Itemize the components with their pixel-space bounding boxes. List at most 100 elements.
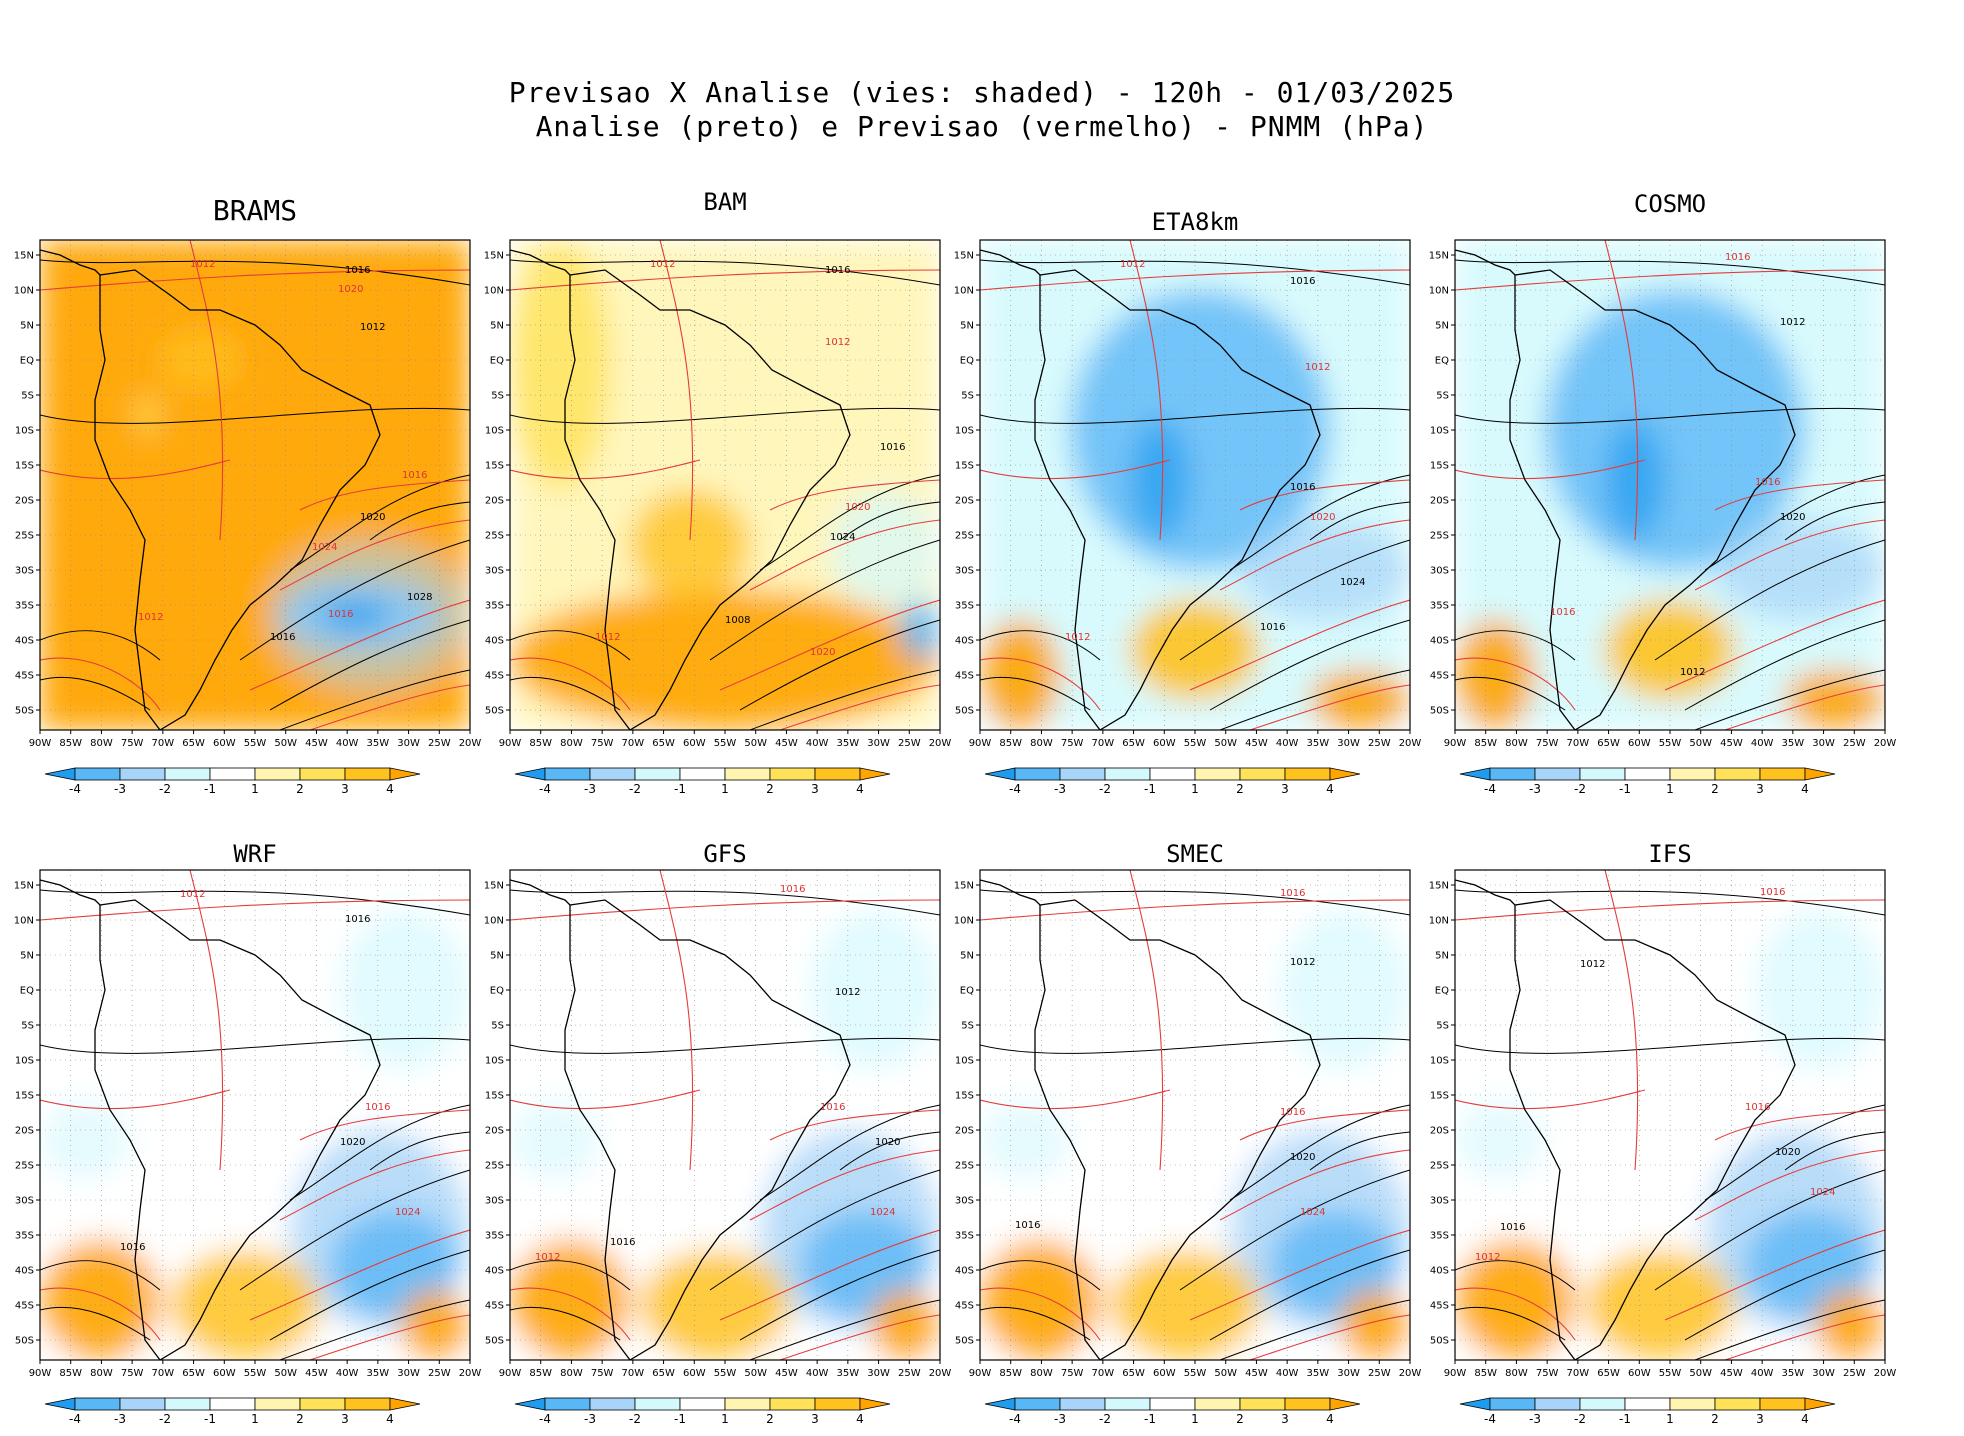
forecast-isobar [1239, 479, 1410, 511]
forecast-isobar [1455, 1287, 1576, 1341]
colorbar-label: 4 [1326, 1412, 1334, 1426]
colorbar-label: 1 [1191, 1412, 1199, 1426]
forecast-isobar [309, 684, 470, 730]
forecast-isobar [1455, 269, 1885, 291]
bias-shading: 101210161016102010241016100810121008 [40, 870, 470, 1360]
bias-area [870, 1290, 940, 1360]
lon-tick-label: 40W [806, 1368, 829, 1379]
lat-tick-label: 20S [15, 1126, 34, 1137]
forecast-isobar [719, 1229, 940, 1321]
forecast-isobar [749, 1149, 940, 1221]
colorbar-label: -3 [1054, 782, 1066, 796]
lon-tick-label: 25W [1843, 1368, 1866, 1379]
lon-tick-label: 75W [1061, 738, 1084, 749]
analysis-isobar [510, 676, 621, 711]
lon-tick-label: 85W [529, 738, 552, 749]
lon-tick-label: 55W [244, 1368, 267, 1379]
lon-tick-label: 90W [969, 1368, 992, 1379]
lat-tick-label: 10N [14, 286, 34, 297]
isobar-label: 1012 [180, 889, 205, 900]
bias-area [40, 1100, 130, 1180]
lon-tick-label: 30W [397, 738, 420, 749]
analysis-isobar [980, 407, 1410, 424]
analysis-isobar [980, 259, 1410, 286]
colorbar-label: 4 [1801, 1412, 1809, 1426]
lon-tick-label: 40W [1751, 738, 1774, 749]
isobar-label: 1024 [312, 542, 337, 553]
forecast-isobar [659, 240, 694, 541]
panel-title-wrf: WRF [233, 840, 277, 868]
lat-tick-label: 20S [955, 496, 974, 507]
map-panel-cosmo: 1016101210161020101610121012100815N10N5N… [1429, 239, 1897, 796]
lon-tick-label: 50W [1214, 1368, 1237, 1379]
lat-tick-label: 5N [490, 321, 504, 332]
colorbar-label: -1 [1619, 782, 1631, 796]
analysis-isobar [749, 669, 940, 730]
lon-tick-label: 55W [1659, 1368, 1682, 1379]
lat-tick-label: 10S [15, 1056, 34, 1067]
isobar-label: 1020 [340, 1137, 365, 1148]
lon-tick-label: 20W [1874, 738, 1897, 749]
bias-area [1785, 670, 1885, 730]
lon-tick-label: 45W [305, 738, 328, 749]
lat-tick-label: 15S [485, 1091, 504, 1102]
lat-tick-label: 35S [485, 1231, 504, 1242]
analysis-isobar [709, 1169, 940, 1291]
forecast-isobar [1129, 870, 1164, 1171]
colorbar-label: 4 [856, 782, 864, 796]
forecast-isobar [510, 657, 631, 711]
colorbar-label: -4 [539, 1412, 551, 1426]
lon-tick-label: 55W [714, 1368, 737, 1379]
lon-tick-label: 55W [1184, 1368, 1207, 1379]
colorbar-label: 3 [811, 1412, 819, 1426]
isobar-label: 1012 [1290, 957, 1315, 968]
lat-tick-label: 5S [961, 1021, 974, 1032]
isobar-label: 1016 [610, 1237, 635, 1248]
analysis-isobar [1654, 539, 1885, 661]
colorbar-label: -4 [1009, 782, 1021, 796]
lon-tick-label: 20W [459, 738, 482, 749]
lon-tick-label: 45W [1720, 1368, 1743, 1379]
colorbar-label: -3 [1529, 1412, 1541, 1426]
lat-tick-label: 25S [955, 531, 974, 542]
lat-tick-label: 10N [1429, 286, 1449, 297]
south-america-outline [1509, 899, 1796, 1360]
analysis-isobar [279, 669, 470, 730]
analysis-isobar [1684, 619, 1885, 711]
lat-tick-label: 30S [1430, 1196, 1449, 1207]
lon-tick-label: 45W [1720, 738, 1743, 749]
analysis-isobar [1455, 889, 1885, 916]
colorbar-label: -3 [584, 782, 596, 796]
central-america-outline [1455, 879, 1516, 906]
analysis-isobar [1309, 1131, 1410, 1171]
lat-tick-label: 10N [484, 916, 504, 927]
lon-tick-label: 60W [1153, 738, 1176, 749]
isobar-label: 1016 [780, 884, 805, 895]
map-panel-eta8km: 1012101610121016102010241012101610121008… [954, 239, 1421, 796]
forecast-isobar [40, 1089, 231, 1110]
forecast-isobar [769, 479, 940, 511]
lon-tick-label: 30W [1337, 1368, 1360, 1379]
bias-area [980, 1100, 1070, 1180]
central-america-outline [40, 249, 101, 276]
isobar-label: 1012 [825, 337, 850, 348]
lon-tick-label: 60W [213, 1368, 236, 1379]
isobar-label: 1020 [875, 1137, 900, 1148]
bias-area [1455, 1240, 1575, 1360]
lon-tick-label: 70W [622, 738, 645, 749]
analysis-isobar [980, 1306, 1091, 1341]
lon-tick-label: 20W [929, 738, 952, 749]
forecast-isobar [510, 459, 701, 480]
lon-tick-label: 50W [274, 738, 297, 749]
isobar-label: 1008 [345, 753, 370, 764]
lat-tick-label: EQ [1435, 986, 1449, 997]
figure-title-line1: Previsao X Analise (vies: shaded) - 120h… [508, 76, 1456, 109]
lon-tick-label: 30W [1812, 738, 1835, 749]
analysis-isobar [1455, 259, 1885, 286]
analysis-isobar [709, 539, 940, 661]
colorbar-label: 2 [1711, 1412, 1719, 1426]
isobar-label: 1016 [880, 442, 905, 453]
lat-tick-label: 40S [955, 636, 974, 647]
